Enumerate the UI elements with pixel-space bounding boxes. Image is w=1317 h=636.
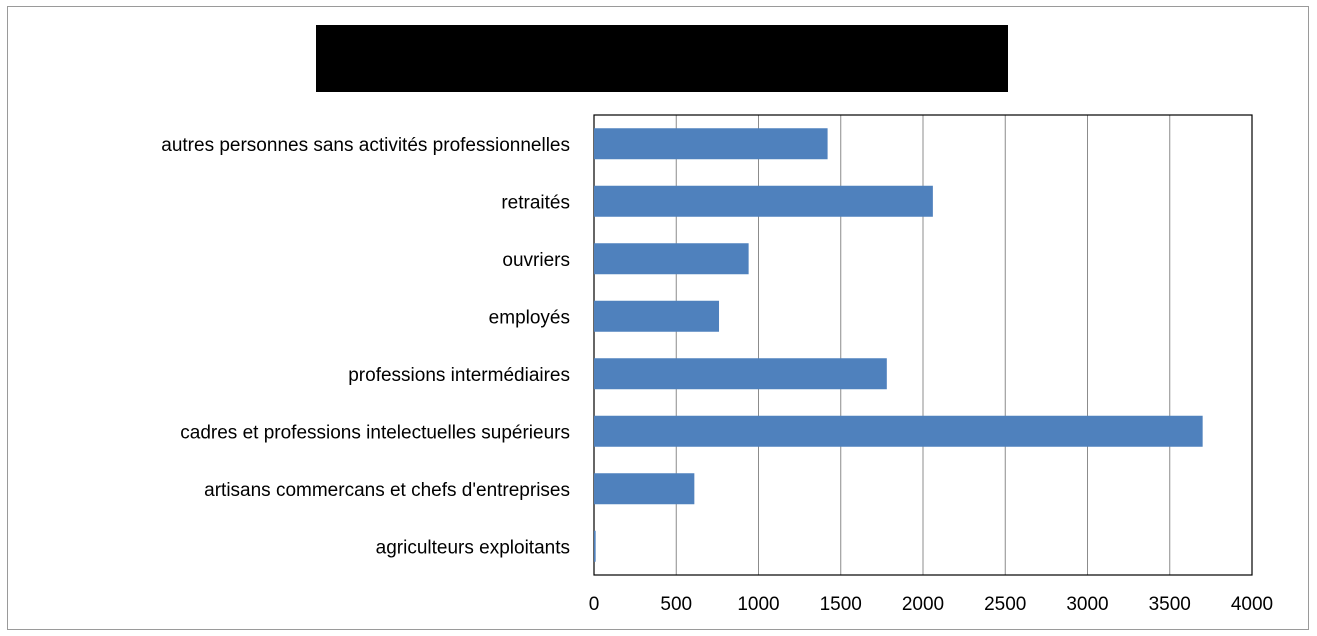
bar-2 xyxy=(594,415,1203,447)
category-label-5: ouvriers xyxy=(502,250,570,271)
category-label-0: agriculteurs exploitants xyxy=(376,537,570,558)
redacted-title-block xyxy=(316,25,1008,92)
category-label-2: cadres et professions intelectuelles sup… xyxy=(180,422,570,443)
x-tick-label-2000: 2000 xyxy=(902,594,944,615)
x-tick-label-500: 500 xyxy=(660,594,692,615)
x-tick-label-0: 0 xyxy=(589,594,600,615)
x-tick-label-4000: 4000 xyxy=(1231,594,1273,615)
x-tick-label-2500: 2500 xyxy=(984,594,1026,615)
category-label-1: artisans commercans et chefs d'entrepris… xyxy=(204,480,570,501)
category-label-7: autres personnes sans activités professi… xyxy=(161,135,570,156)
category-label-6: retraités xyxy=(501,192,570,213)
plot-border xyxy=(593,114,1253,576)
bar-7 xyxy=(594,128,828,160)
bar-6 xyxy=(594,185,933,217)
x-tick-label-1000: 1000 xyxy=(737,594,779,615)
x-tick-label-3500: 3500 xyxy=(1149,594,1191,615)
bar-5 xyxy=(594,243,749,275)
x-tick-label-3000: 3000 xyxy=(1066,594,1108,615)
bar-3 xyxy=(594,358,887,390)
bar-0 xyxy=(594,530,596,562)
x-tick-label-1500: 1500 xyxy=(820,594,862,615)
bar-1 xyxy=(594,473,695,505)
bar-4 xyxy=(594,300,720,332)
category-label-3: professions intermédiaires xyxy=(348,365,570,386)
category-label-4: employés xyxy=(489,307,570,328)
